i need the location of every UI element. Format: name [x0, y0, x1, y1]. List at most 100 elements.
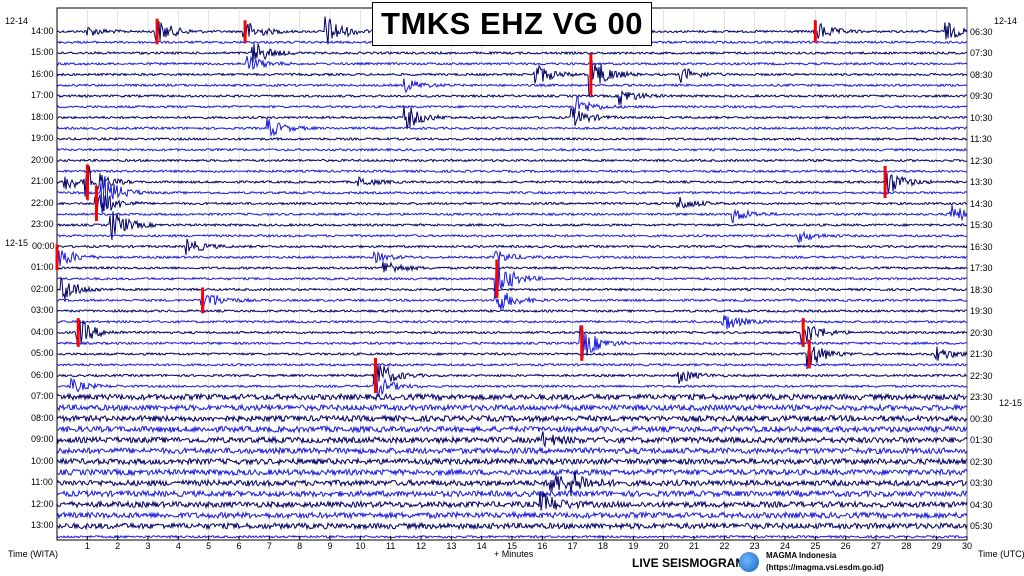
seismic-trace: [56, 230, 968, 244]
left-hour-label: 11:00: [31, 477, 53, 487]
seismic-trace: [56, 308, 968, 314]
agency-name: MAGMA Indonesia: [766, 551, 837, 560]
clipped-event-marker: [374, 357, 377, 394]
live-seismogram-label: LIVE SEISMOGRAM: [632, 556, 746, 570]
left-hour-label: 19:00: [31, 133, 54, 143]
left-hour-label: 03:00: [31, 305, 54, 315]
seismic-trace: [56, 446, 968, 456]
x-tick-label: 14: [477, 541, 487, 551]
seismic-trace: [56, 147, 968, 152]
seismic-trace: [56, 403, 968, 413]
seismic-trace: [56, 392, 968, 402]
clipped-event-marker: [580, 325, 584, 361]
left-hour-label: 10:00: [31, 455, 54, 466]
right-hour-label: 21:30: [970, 349, 993, 359]
seismic-trace: [56, 325, 968, 359]
left-hour-label: 22:00: [31, 197, 54, 208]
right-hour-label: 17:30: [970, 263, 993, 273]
right-hour-label: 08:30: [970, 69, 993, 80]
seismic-trace: [56, 276, 968, 300]
x-tick-label: 5: [206, 541, 211, 551]
seismic-trace: [57, 364, 968, 385]
seismic-trace: [56, 105, 968, 130]
right-hour-label: 16:30: [970, 241, 993, 252]
left-hour-label: 12:00: [31, 498, 54, 509]
right-hour-label: 12:30: [970, 155, 993, 166]
seismic-trace: [56, 346, 968, 370]
x-tick-label: 19: [628, 541, 638, 551]
seismic-trace: [56, 211, 967, 241]
x-tick-label: 25: [810, 541, 820, 551]
x-tick-label: 30: [962, 541, 972, 551]
left-hour-label: 05:00: [31, 348, 54, 358]
x-tick-label: 4: [176, 541, 181, 551]
right-hour-label: 02:30: [970, 456, 993, 467]
right-hour-label: 11:30: [970, 134, 992, 144]
right-hour-label: 14:30: [970, 198, 993, 209]
seismic-trace: [56, 261, 968, 298]
right-hour-label: 01:30: [970, 435, 993, 445]
left-hour-label: 01:00: [31, 262, 54, 272]
x-tick-group: 1 2 3 4 5 6 7 8 9 10 11 12 13 14 15 16 17 18 19 20 21 22 23 24 2…: [85, 536, 972, 551]
seismic-trace: [56, 362, 968, 367]
seismic-trace: [56, 165, 968, 201]
clipped-event-marker: [589, 53, 593, 96]
seismic-trace: [56, 315, 968, 330]
seismic-trace: [56, 89, 968, 105]
left-hour-label: 04:00: [31, 326, 54, 337]
seismic-trace: [56, 118, 968, 137]
x-tick-label: 15: [507, 541, 517, 551]
left-hour-label: 00:00: [32, 240, 55, 251]
seismic-trace: [56, 510, 968, 520]
seismic-trace: [56, 250, 968, 267]
left-date-start: 12-14: [5, 16, 29, 26]
right-axis-label: Time (UTC): [978, 549, 1024, 559]
right-hour-label: 06:30: [970, 26, 993, 37]
seismic-trace: [56, 424, 968, 434]
x-tick-label: 12: [416, 541, 426, 551]
chart-title: TMKS EHZ VG 00: [381, 6, 643, 41]
x-tick-label: 29: [932, 541, 942, 551]
left-hour-label: 14:00: [31, 25, 54, 36]
right-hour-label: 20:30: [970, 327, 993, 338]
right-hour-label: 00:30: [970, 413, 993, 424]
seismic-trace: [56, 158, 968, 163]
right-hour-label: 10:30: [970, 112, 993, 123]
left-axis-label: Time (WITA): [8, 549, 58, 559]
x-tick-label: 6: [236, 541, 241, 551]
seismic-trace: [56, 136, 968, 142]
left-hour-label: 16:00: [31, 68, 54, 79]
seismic-trace: [56, 431, 968, 448]
right-hour-label: 22:30: [970, 370, 993, 381]
seismic-trace: [56, 55, 968, 70]
x-tick-label: 7: [267, 541, 272, 551]
right-hour-label: 13:30: [970, 177, 993, 187]
left-hour-label: 18:00: [31, 111, 54, 122]
agency-url[interactable]: (https://magma.vsi.esdm.go.id): [766, 563, 884, 572]
right-hour-label: 07:30: [970, 48, 993, 58]
left-hour-label: 09:00: [31, 434, 54, 444]
seismic-trace: [56, 489, 968, 499]
left-hour-label: 21:00: [31, 176, 54, 186]
right-date-start: 12-14: [994, 16, 1018, 26]
seismic-trace: [56, 59, 968, 97]
x-tick-label: 2: [115, 541, 120, 551]
x-tick-label: 24: [780, 541, 790, 551]
right-hour-label: 09:30: [970, 91, 993, 101]
clipped-event-marker: [55, 244, 59, 271]
left-hour-label: 06:00: [31, 369, 54, 380]
seismic-trace: [56, 42, 968, 63]
seismic-trace: [56, 238, 968, 256]
right-hour-label: 04:30: [970, 499, 993, 510]
left-hour-label: 02:00: [31, 283, 54, 294]
x-tick-label: 23: [750, 541, 760, 551]
right-hour-label: 23:30: [970, 392, 993, 402]
left-hour-label: 15:00: [31, 47, 54, 57]
seismic-trace: [56, 176, 968, 214]
left-date-change: 12-15: [5, 238, 29, 248]
right-hour-label: 18:30: [970, 284, 993, 295]
left-hour-label: 17:00: [31, 90, 54, 100]
left-hour-label: 07:00: [31, 391, 54, 401]
seismic-trace: [57, 467, 968, 477]
